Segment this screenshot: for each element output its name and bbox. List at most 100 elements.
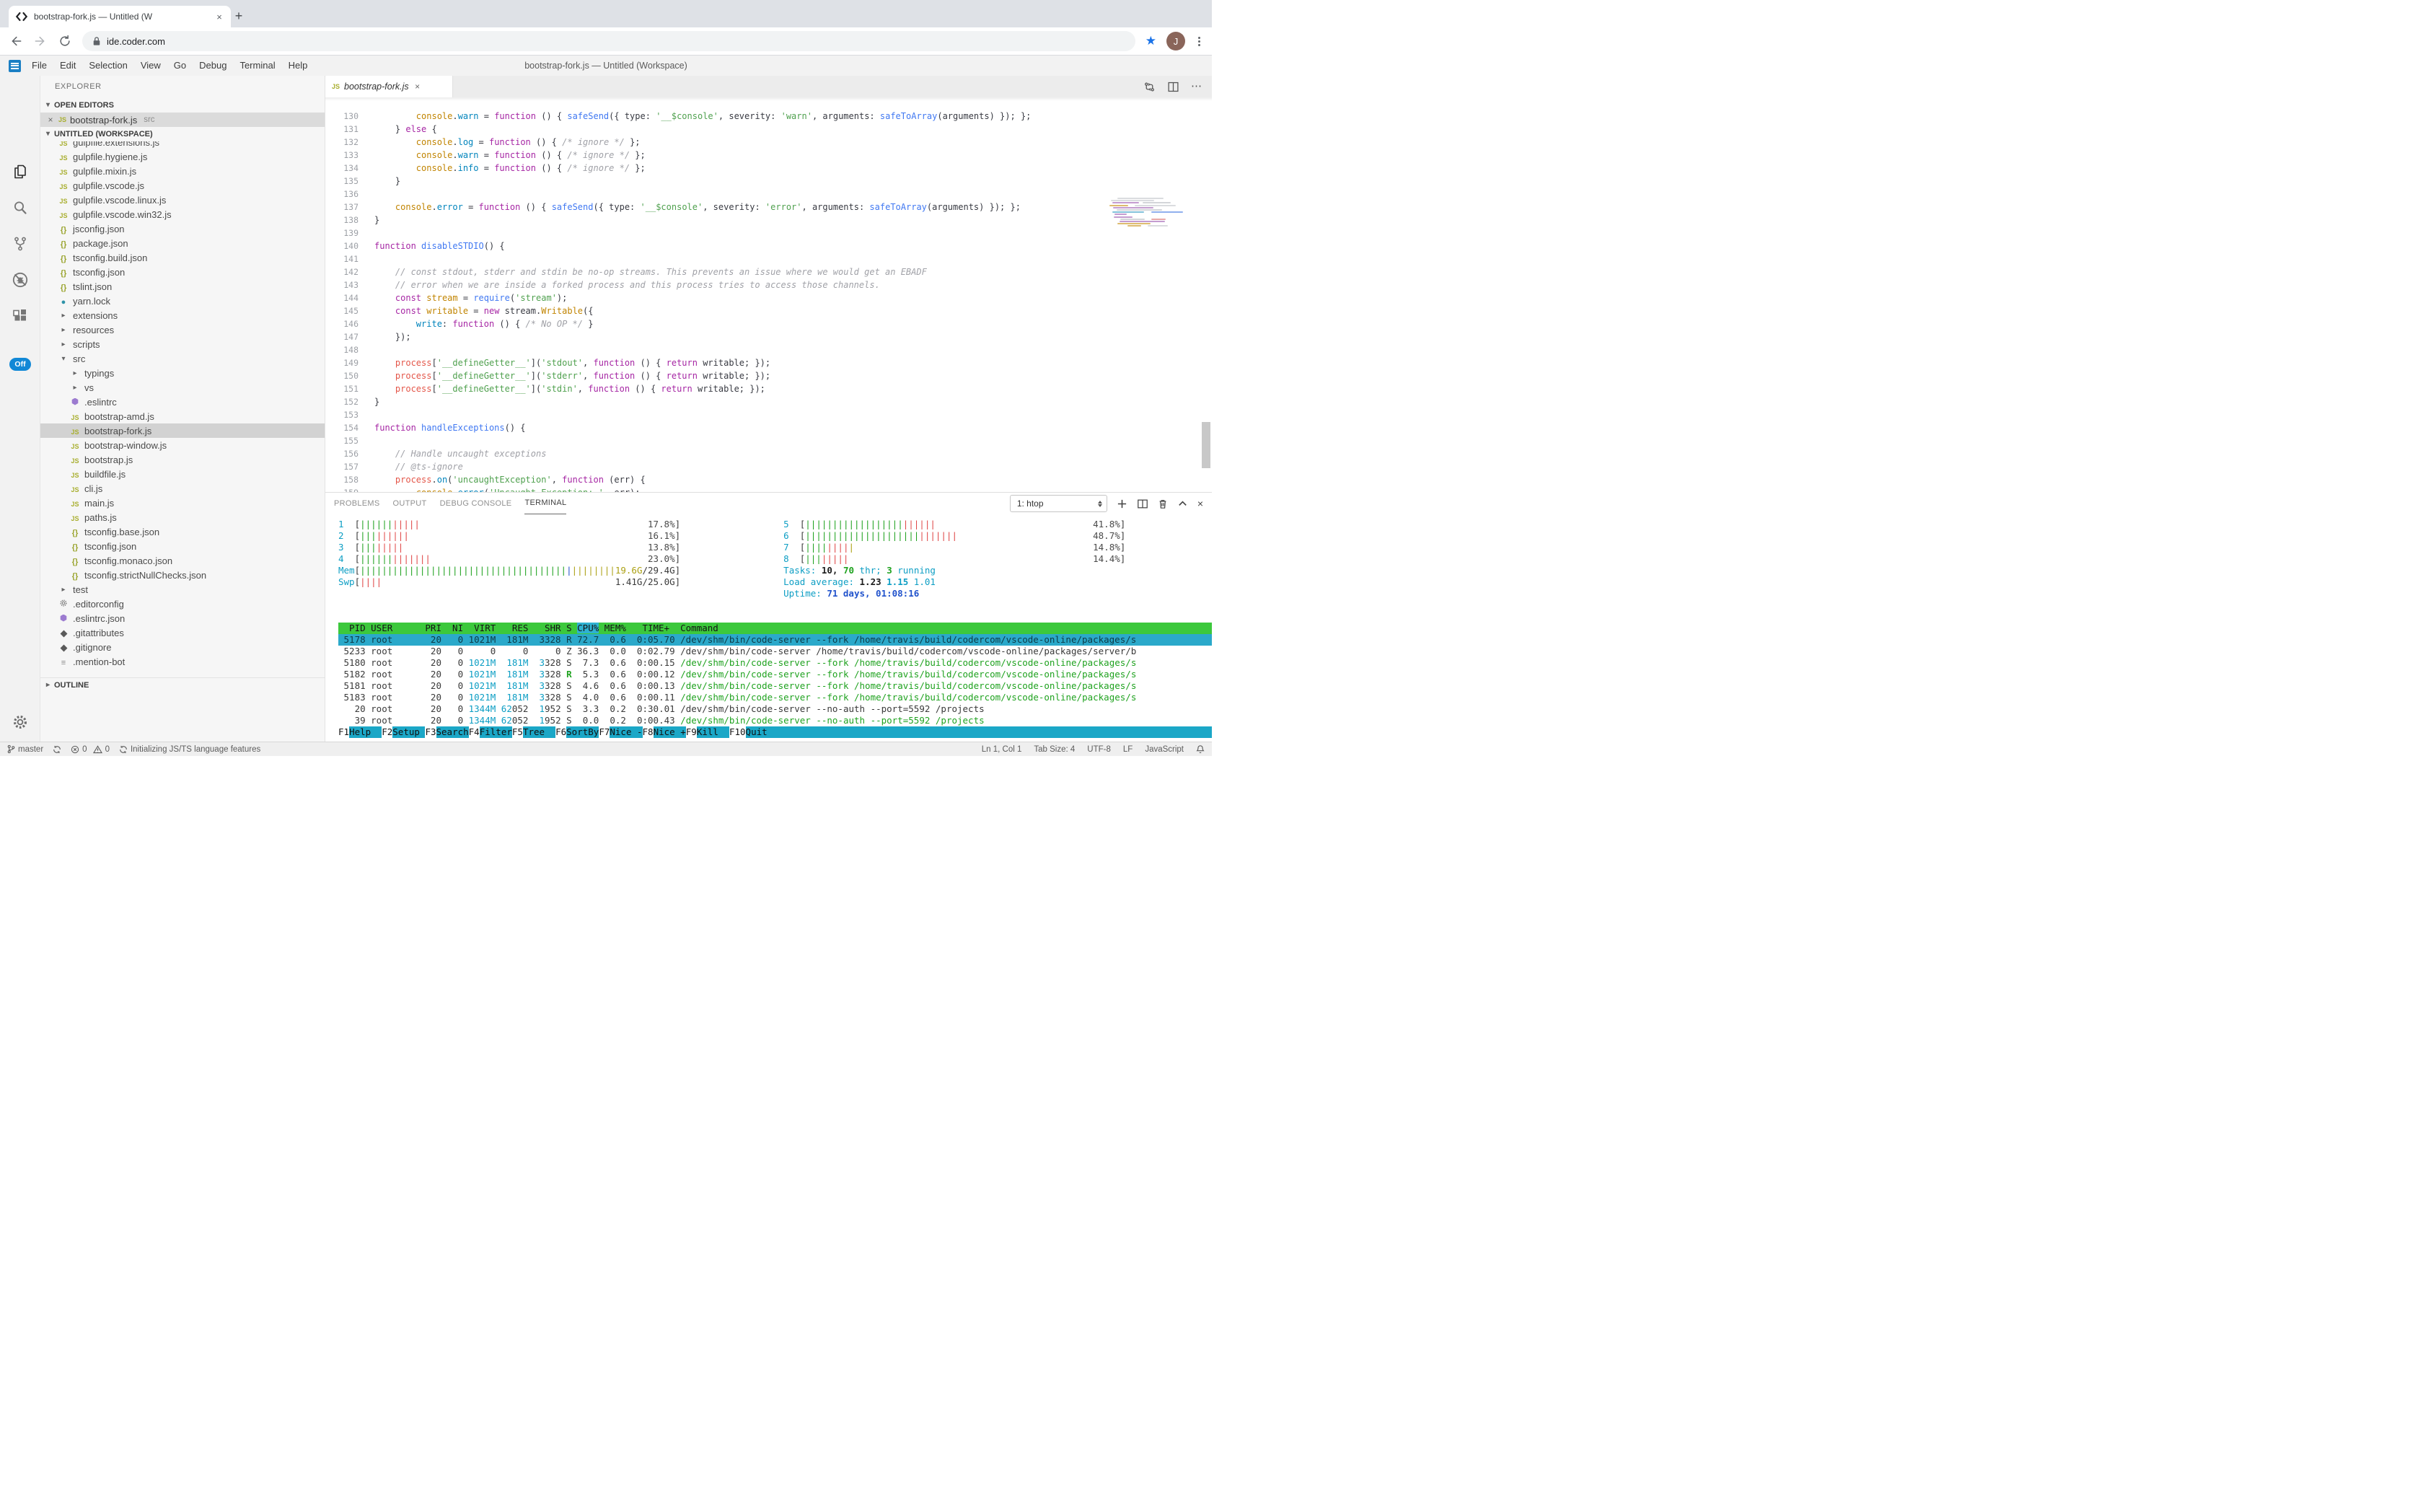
tree-item[interactable]: JS main.js (40, 496, 325, 510)
browser-tab[interactable]: bootstrap-fork.js — Untitled (W × (9, 6, 231, 27)
fkey[interactable]: F7 (599, 726, 610, 737)
tree-item[interactable]: JS cli.js (40, 481, 325, 496)
tree-item[interactable]: JS gulpfile.vscode.js (40, 178, 325, 193)
editor-tab[interactable]: JS bootstrap-fork.js × (325, 76, 453, 97)
split-editor-icon[interactable] (1167, 81, 1179, 93)
panel-tab-problems[interactable]: PROBLEMS (334, 498, 380, 508)
menu-help[interactable]: Help (288, 60, 308, 71)
menu-view[interactable]: View (140, 60, 161, 71)
status-utf-8[interactable]: UTF-8 (1087, 744, 1111, 754)
tree-item[interactable]: .gitignore (40, 640, 325, 654)
tree-item[interactable]: ▾ src (40, 351, 325, 366)
tree-item[interactable]: {} tsconfig.monaco.json (40, 553, 325, 568)
status-lf[interactable]: LF (1122, 744, 1133, 754)
tree-item[interactable]: {} tsconfig.strictNullChecks.json (40, 568, 325, 582)
debug-disabled-icon[interactable] (0, 264, 40, 296)
tree-item[interactable]: JS gulpfile.vscode.linux.js (40, 193, 325, 207)
fkey[interactable]: F6 (555, 726, 567, 737)
tree-item[interactable]: JS gulpfile.hygiene.js (40, 149, 325, 164)
open-editors-header[interactable]: ▾ OPEN EDITORS (40, 98, 325, 113)
avatar[interactable]: J (1166, 32, 1185, 50)
maximize-panel-icon[interactable] (1177, 498, 1188, 509)
split-terminal-icon[interactable] (1137, 498, 1148, 509)
tree-item[interactable]: ▸ extensions (40, 308, 325, 322)
workspace-header[interactable]: ▾ UNTITLED (WORKSPACE) (40, 127, 325, 141)
tree-item[interactable]: JS paths.js (40, 510, 325, 524)
new-terminal-icon[interactable] (1117, 498, 1127, 509)
scrollbar-thumb[interactable] (1202, 422, 1210, 468)
tree-item[interactable]: ≡ .mention-bot (40, 654, 325, 669)
explorer-icon[interactable] (0, 156, 40, 188)
tree-item[interactable]: ▸ typings (40, 366, 325, 380)
search-icon[interactable] (0, 192, 40, 224)
editor-tab-close-icon[interactable]: × (415, 82, 421, 92)
status-javascript[interactable]: JavaScript (1145, 744, 1184, 754)
menu-terminal[interactable]: Terminal (239, 60, 276, 71)
status-ln-1-col-1[interactable]: Ln 1, Col 1 (981, 744, 1022, 754)
tree-item[interactable]: JS buildfile.js (40, 467, 325, 481)
status-badge[interactable]: Off (9, 358, 31, 371)
tree-item[interactable]: ▸ vs (40, 380, 325, 395)
reload-icon[interactable] (58, 34, 72, 48)
more-actions-icon[interactable]: ⋯ (1191, 80, 1202, 92)
menu-file[interactable]: File (32, 60, 47, 71)
menu-edit[interactable]: Edit (59, 60, 76, 71)
tree-item[interactable]: JS gulpfile.vscode.win32.js (40, 207, 325, 221)
menu-selection[interactable]: Selection (89, 60, 128, 71)
tree-item[interactable]: .gitattributes (40, 625, 325, 640)
panel-tab-terminal[interactable]: TERMINAL (524, 493, 567, 514)
problems-item[interactable]: 0 0 (71, 742, 110, 756)
language-status-item[interactable]: Initializing JS/TS language features (119, 742, 260, 756)
tree-item[interactable]: {} tsconfig.base.json (40, 524, 325, 539)
tab-close-icon[interactable]: × (216, 11, 222, 22)
panel-tab-output[interactable]: OUTPUT (392, 498, 427, 508)
close-panel-icon[interactable]: × (1197, 498, 1203, 509)
extensions-icon[interactable] (0, 300, 40, 332)
open-changes-icon[interactable] (1143, 81, 1156, 93)
tree-item[interactable]: ▸ scripts (40, 337, 325, 351)
tree-item[interactable]: JS bootstrap.js (40, 452, 325, 467)
fkey[interactable]: F2 (382, 726, 393, 737)
tree-item[interactable]: {} jsconfig.json (40, 221, 325, 236)
tree-item[interactable]: ▸ test (40, 582, 325, 597)
sync-item[interactable] (53, 742, 61, 756)
tree-item[interactable]: JS bootstrap-amd.js (40, 409, 325, 423)
tree-item[interactable]: .eslintrc.json (40, 611, 325, 625)
fkey[interactable]: F4 (468, 726, 480, 737)
new-tab-button[interactable]: + (234, 9, 243, 23)
git-branch-item[interactable]: master (7, 742, 43, 756)
source-control-icon[interactable] (0, 228, 40, 260)
terminal[interactable]: 1 [||||||||||| 17.8%] 5 [|||||||||||||||… (325, 514, 1212, 742)
tree-item[interactable]: .eslintrc (40, 395, 325, 409)
fkey[interactable]: F8 (642, 726, 654, 737)
tree-item[interactable]: ● yarn.lock (40, 294, 325, 308)
tree-item[interactable]: {} tsconfig.json (40, 539, 325, 553)
tree-item[interactable]: JS bootstrap-fork.js (40, 423, 325, 438)
browser-menu-icon[interactable] (1195, 36, 1203, 46)
tree-item[interactable]: .editorconfig (40, 597, 325, 611)
back-icon[interactable] (9, 34, 23, 48)
menu-go[interactable]: Go (173, 60, 187, 71)
tree-item[interactable]: JS gulpfile.mixin.js (40, 164, 325, 178)
tree-item[interactable]: JS gulpfile.extensions.js (40, 141, 325, 149)
fkey[interactable]: F5 (511, 726, 523, 737)
fkey[interactable]: F9 (685, 726, 697, 737)
tree-item[interactable]: ▸ resources (40, 322, 325, 337)
tree-item[interactable]: {} tsconfig.build.json (40, 250, 325, 265)
bell-icon[interactable] (1196, 744, 1205, 754)
open-editor-item[interactable]: × JS bootstrap-fork.js src (40, 113, 325, 127)
terminal-select[interactable]: 1: htop (1009, 495, 1107, 512)
kill-terminal-icon[interactable] (1158, 498, 1168, 509)
url-bar[interactable]: ide.coder.com (82, 31, 1135, 51)
fkey[interactable]: F10 (729, 726, 746, 737)
fkey[interactable]: F3 (425, 726, 436, 737)
tree-item[interactable]: {} tslint.json (40, 279, 325, 294)
outline-header[interactable]: ▸ OUTLINE (40, 677, 325, 693)
bookmark-star-icon[interactable]: ★ (1145, 34, 1156, 48)
tree-item[interactable]: {} package.json (40, 236, 325, 250)
close-icon[interactable]: × (48, 115, 53, 125)
tree-item[interactable]: {} tsconfig.json (40, 265, 325, 279)
panel-tab-debug-console[interactable]: DEBUG CONSOLE (439, 498, 512, 508)
tree-item[interactable]: JS bootstrap-window.js (40, 438, 325, 452)
settings-gear-icon[interactable] (0, 706, 40, 738)
